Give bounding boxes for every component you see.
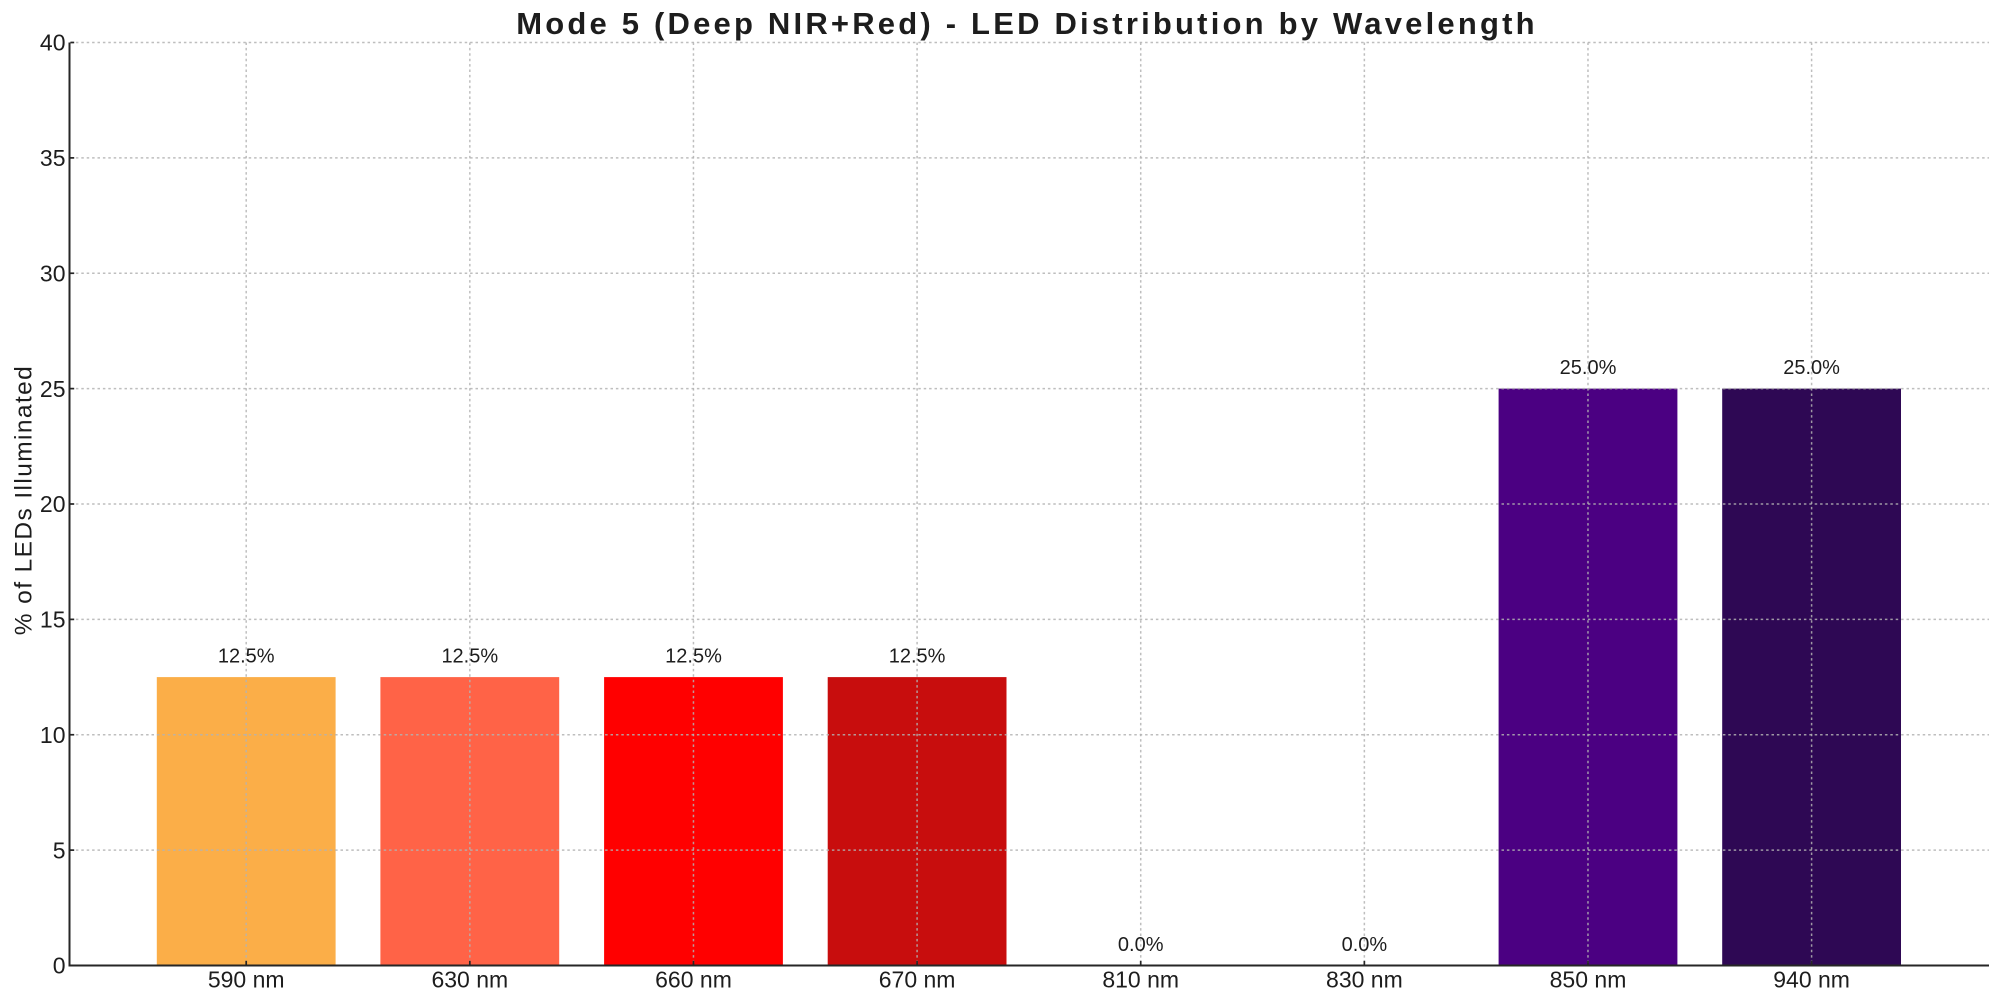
svg-text:940 nm: 940 nm bbox=[1773, 967, 1850, 993]
svg-text:5: 5 bbox=[53, 837, 66, 863]
svg-text:12.5%: 12.5% bbox=[441, 646, 498, 668]
svg-text:Mode 5 (Deep NIR+Red) - LED Di: Mode 5 (Deep NIR+Red) - LED Distribution… bbox=[516, 6, 1538, 41]
svg-text:0: 0 bbox=[53, 953, 66, 979]
svg-text:25: 25 bbox=[40, 376, 66, 402]
svg-text:590 nm: 590 nm bbox=[208, 967, 285, 993]
svg-text:35: 35 bbox=[40, 145, 66, 171]
svg-text:10: 10 bbox=[40, 722, 66, 748]
svg-text:15: 15 bbox=[40, 607, 66, 633]
svg-text:0.0%: 0.0% bbox=[1342, 934, 1388, 956]
svg-text:0.0%: 0.0% bbox=[1118, 934, 1164, 956]
svg-text:% of LEDs Illuminated: % of LEDs Illuminated bbox=[11, 365, 38, 635]
svg-text:12.5%: 12.5% bbox=[889, 646, 946, 668]
svg-text:850 nm: 850 nm bbox=[1550, 967, 1627, 993]
svg-text:40: 40 bbox=[40, 30, 66, 56]
svg-text:20: 20 bbox=[40, 491, 66, 517]
svg-text:830 nm: 830 nm bbox=[1326, 967, 1403, 993]
svg-text:12.5%: 12.5% bbox=[665, 646, 722, 668]
svg-text:25.0%: 25.0% bbox=[1560, 357, 1617, 379]
svg-text:660 nm: 660 nm bbox=[655, 967, 732, 993]
svg-text:630 nm: 630 nm bbox=[431, 967, 508, 993]
svg-text:12.5%: 12.5% bbox=[218, 646, 275, 668]
svg-text:30: 30 bbox=[40, 260, 66, 286]
svg-text:670 nm: 670 nm bbox=[879, 967, 956, 993]
svg-text:25.0%: 25.0% bbox=[1783, 357, 1840, 379]
svg-text:810 nm: 810 nm bbox=[1102, 967, 1179, 993]
